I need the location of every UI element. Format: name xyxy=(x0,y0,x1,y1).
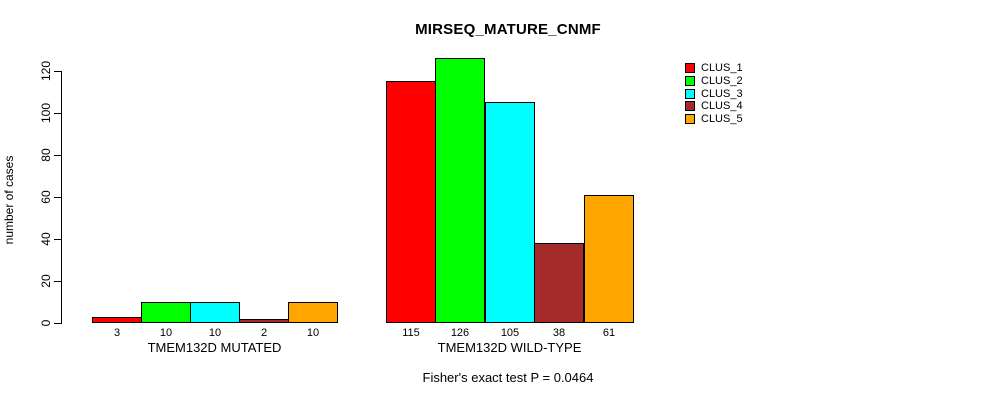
bar-value-label: 10 xyxy=(306,327,320,339)
bar-value-label: 2 xyxy=(260,327,268,339)
bar-value-label: 105 xyxy=(500,327,520,339)
bar-clus-1-tmem132d-mutated xyxy=(92,317,142,323)
bar-value-label: 3 xyxy=(113,327,121,339)
y-axis-tick xyxy=(54,281,61,282)
chart-title: MIRSEQ_MATURE_CNMF xyxy=(415,21,601,38)
y-axis-tick-label: 80 xyxy=(39,148,53,162)
legend-item-label: CLUS_5 xyxy=(701,113,743,125)
y-axis-line xyxy=(61,71,62,324)
legend-item-label: CLUS_4 xyxy=(701,100,743,112)
y-axis-tick xyxy=(54,113,61,114)
bar-clus-1-tmem132d-wild-type xyxy=(386,81,436,323)
bar-clus-5-tmem132d-wild-type xyxy=(584,195,634,323)
legend-item-label: CLUS_3 xyxy=(701,88,743,100)
legend-swatch-clus-4 xyxy=(685,101,695,111)
bar-clus-3-tmem132d-mutated xyxy=(190,302,240,323)
legend-swatch-clus-5 xyxy=(685,114,695,124)
y-axis-label: number of cases xyxy=(2,155,16,245)
bar-value-label: 61 xyxy=(602,327,616,339)
bar-clus-4-tmem132d-wild-type xyxy=(534,243,584,323)
bar-value-label: 115 xyxy=(402,327,420,339)
bar-clus-5-tmem132d-mutated xyxy=(288,302,338,323)
y-axis-tick-label: 40 xyxy=(39,232,53,246)
bar-clus-2-tmem132d-mutated xyxy=(141,302,191,323)
y-axis-tick-label: 100 xyxy=(39,102,53,124)
y-axis-tick xyxy=(54,323,61,324)
legend-item-label: CLUS_1 xyxy=(701,62,743,74)
bar-value-label: 10 xyxy=(208,327,222,339)
y-axis-tick xyxy=(54,239,61,240)
legend-swatch-clus-2 xyxy=(685,76,695,86)
y-axis-tick xyxy=(54,155,61,156)
y-axis-tick xyxy=(54,71,61,72)
y-axis-tick-label: 60 xyxy=(39,190,53,204)
bar-clus-3-tmem132d-wild-type xyxy=(485,102,535,323)
legend-swatch-clus-1 xyxy=(685,63,695,73)
x-group-label-tmem132d-mutated: TMEM132D MUTATED xyxy=(147,340,282,355)
legend-item-label: CLUS_2 xyxy=(701,75,743,87)
bar-clus-4-tmem132d-mutated xyxy=(239,319,289,323)
bar-value-label: 10 xyxy=(159,327,173,339)
y-axis-tick-label: 0 xyxy=(39,319,53,327)
bar-value-label: 38 xyxy=(552,327,566,339)
y-axis-tick-label: 120 xyxy=(39,60,53,82)
bar-value-label: 126 xyxy=(450,327,470,339)
y-axis-tick-label: 20 xyxy=(39,274,53,288)
bar-clus-2-tmem132d-wild-type xyxy=(435,58,485,323)
fisher-test-annotation: Fisher's exact test P = 0.0464 xyxy=(422,370,594,385)
y-axis-tick xyxy=(54,197,61,198)
x-group-label-tmem132d-wild-type: TMEM132D WILD-TYPE xyxy=(437,340,582,355)
legend-swatch-clus-3 xyxy=(685,89,695,99)
